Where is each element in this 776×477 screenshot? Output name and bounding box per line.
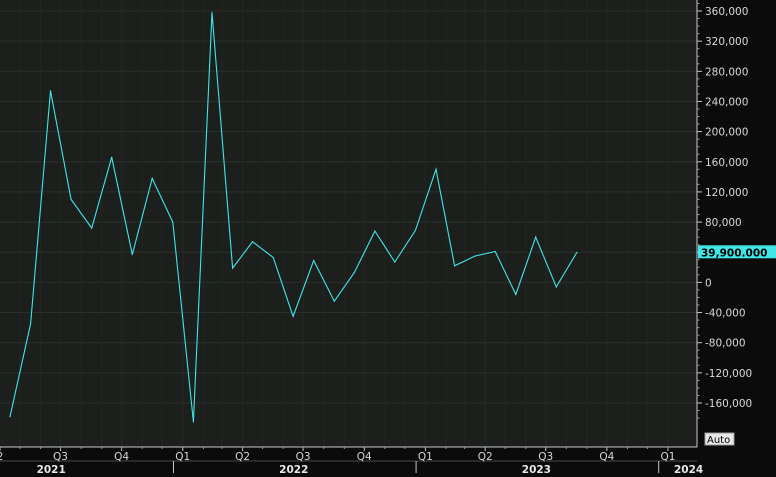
data-point — [49, 90, 52, 92]
data-point — [555, 286, 557, 288]
data-point — [333, 300, 335, 302]
data-point — [151, 177, 153, 179]
data-point — [374, 230, 376, 232]
y-tick-label: 120,000 — [705, 187, 748, 199]
data-point — [272, 256, 274, 259]
data-point — [515, 293, 517, 296]
last-value-badge — [698, 245, 776, 259]
x-tick-label: 2 — [0, 451, 3, 463]
x-tick-label: Q1 — [175, 451, 190, 463]
x-year-label: 2024 — [674, 464, 703, 473]
y-tick-label: 360,000 — [705, 6, 748, 18]
x-tick-label: Q3 — [296, 451, 311, 463]
y-tick-label: 160,000 — [705, 157, 748, 169]
y-tick-label: -40,000 — [705, 308, 746, 320]
x-year-label: 2022 — [279, 464, 308, 473]
x-year-label: 2023 — [522, 464, 551, 473]
x-tick-label: Q4 — [357, 451, 372, 463]
y-tick-label: 280,000 — [705, 66, 748, 78]
data-point — [414, 229, 417, 231]
data-point — [9, 415, 11, 418]
data-point — [474, 255, 476, 257]
data-point — [353, 271, 355, 274]
x-tick-label: Q2 — [235, 451, 250, 463]
x-tick-label: Q1 — [661, 451, 676, 463]
y-tick-label: -120,000 — [705, 368, 752, 380]
plot-area — [0, 0, 697, 447]
data-point — [131, 253, 133, 256]
y-tick-label: 320,000 — [705, 36, 748, 48]
x-year-label: 2021 — [37, 464, 66, 473]
y-tick-label: -80,000 — [705, 338, 746, 350]
y-tick-label: 0 — [705, 277, 712, 289]
last-value-label: 39,900.000 — [701, 247, 767, 259]
data-point — [251, 241, 254, 243]
auto-scale-button[interactable] — [704, 432, 735, 446]
data-point — [70, 198, 72, 201]
data-point — [576, 251, 578, 253]
x-tick-label: Q1 — [418, 451, 433, 463]
data-point — [29, 323, 32, 325]
auto-scale-label: Auto — [707, 435, 730, 446]
data-point — [435, 168, 437, 170]
data-point — [211, 11, 213, 14]
data-point — [232, 267, 234, 269]
data-point — [192, 421, 195, 423]
x-tick-label: Q3 — [53, 451, 68, 463]
y-tick-label: 200,000 — [705, 127, 748, 139]
x-tick-label: Q4 — [114, 451, 129, 463]
data-point — [494, 250, 496, 253]
y-tick-label: -160,000 — [705, 398, 752, 410]
y-tick-label: 240,000 — [705, 96, 748, 108]
data-point — [454, 265, 456, 267]
y-tick-label: 80,000 — [705, 217, 742, 229]
x-tick-label: Q2 — [478, 451, 493, 463]
data-point — [394, 261, 396, 263]
data-point — [313, 259, 315, 262]
data-point — [111, 156, 113, 158]
x-tick-label: Q4 — [599, 451, 614, 463]
x-tick-label: Q3 — [538, 451, 553, 463]
data-point — [292, 315, 294, 317]
data-point — [535, 236, 537, 238]
data-point — [91, 227, 93, 229]
data-point — [172, 221, 174, 223]
